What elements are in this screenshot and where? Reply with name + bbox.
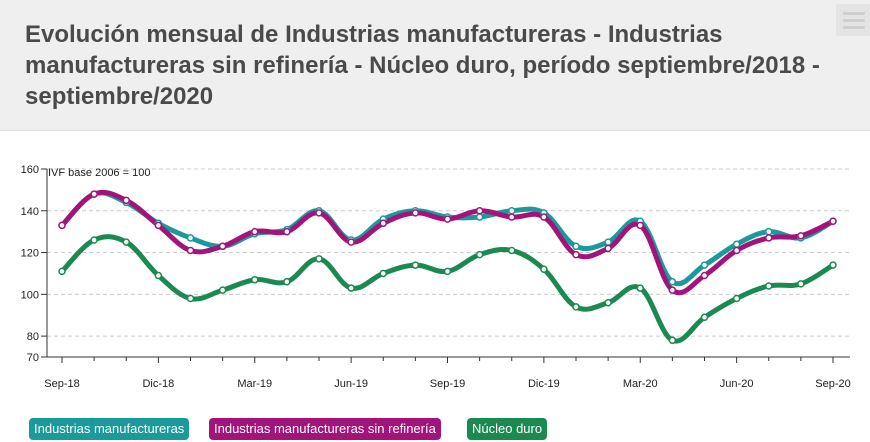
data-point [508, 207, 516, 215]
data-point [636, 221, 644, 230]
line-chart: 70 80 100 120 140 160 Sep-18 Dic-18 Mar-19 Jun-19… [21, 164, 851, 390]
legend-item-2[interactable]: Núcleo duro [467, 418, 548, 440]
x-tick-label: Jun-20 [720, 378, 754, 390]
data-point [251, 227, 259, 236]
x-tick-label: Jun-19 [334, 378, 368, 390]
axes: 70 80 100 120 140 160 Sep-18 Dic-18 Mar-19 Jun-19… [21, 164, 851, 390]
data-point [186, 294, 195, 303]
data-point [379, 219, 387, 228]
data-point [540, 213, 548, 221]
data-point [122, 238, 130, 246]
data-point [604, 238, 612, 246]
menu-bar [843, 12, 865, 15]
legend: Industrias manufactureras Industrias manu… [0, 418, 870, 442]
data-point [315, 209, 323, 217]
data-point [154, 221, 163, 230]
data-point [218, 286, 227, 294]
data-point [829, 217, 837, 225]
x-tick-label: Dic-18 [142, 378, 174, 390]
data-point [732, 294, 741, 303]
data-point [443, 267, 452, 276]
data-point [315, 255, 323, 263]
data-point [475, 213, 484, 221]
data-point [636, 284, 644, 292]
x-tick-label: Mar-19 [237, 378, 272, 390]
data-point [58, 267, 66, 276]
data-point [90, 190, 98, 198]
data-point [765, 234, 773, 242]
y-tick-label: 80 [27, 331, 39, 343]
data-point [604, 244, 612, 253]
data-point [508, 246, 516, 255]
data-point [508, 213, 516, 221]
chart-header: Evolución mensual de Industrias manufact… [0, 0, 870, 131]
hamburger-menu-icon[interactable] [836, 4, 870, 36]
menu-bar [843, 19, 865, 22]
data-point [540, 265, 548, 274]
data-point [765, 227, 773, 236]
data-point [443, 215, 452, 223]
data-point [700, 313, 709, 322]
x-tick-label: Dic-19 [528, 378, 560, 390]
data-point [283, 278, 291, 286]
data-point [186, 234, 195, 242]
data-point [572, 242, 580, 251]
data-point [186, 246, 195, 255]
data-point [572, 250, 580, 259]
data-point [154, 271, 163, 280]
data-point [218, 242, 227, 251]
data-point [283, 227, 291, 236]
data-point [668, 286, 677, 294]
data-point [347, 238, 355, 246]
x-tick-label: Sep-18 [44, 378, 79, 390]
data-point [379, 269, 387, 278]
data-point [700, 271, 709, 280]
x-tick-label: Mar-20 [623, 378, 658, 390]
data-point [251, 275, 259, 284]
data-point [797, 280, 805, 288]
y-tick-label: 140 [21, 206, 39, 218]
data-point [475, 207, 484, 215]
data-point [411, 209, 420, 217]
data-point [668, 336, 677, 345]
data-point [572, 303, 580, 311]
legend-item-1[interactable]: Industrias manufactureras sin refinería [209, 418, 441, 440]
series-line-1 [59, 189, 836, 296]
data-point [58, 221, 66, 230]
data-point [604, 298, 612, 307]
data-point [732, 240, 741, 248]
data-point [700, 261, 709, 269]
x-tick-label: Sep-19 [430, 378, 465, 390]
data-point [90, 236, 98, 244]
data-point [122, 196, 130, 205]
menu-bar [843, 26, 865, 29]
legend-item-0[interactable]: Industrias manufactureras [29, 418, 190, 440]
y-tick-label: 120 [21, 248, 39, 260]
unit-label: IVF base 2006 = 100 [48, 167, 150, 179]
data-point [765, 282, 773, 290]
data-point [411, 261, 420, 269]
x-tick-label: Sep-20 [815, 378, 850, 390]
chart-title: Evolución mensual de Industrias manufact… [25, 21, 820, 110]
y-tick-label: 70 [27, 352, 39, 364]
y-tick-label: 100 [21, 289, 39, 301]
data-point [732, 246, 741, 255]
data-point [347, 284, 355, 292]
data-point [668, 278, 677, 286]
data-point [797, 232, 805, 240]
data-point [829, 261, 837, 269]
data-point [475, 250, 484, 259]
series-points [58, 190, 837, 345]
y-tick-label: 160 [21, 164, 39, 176]
